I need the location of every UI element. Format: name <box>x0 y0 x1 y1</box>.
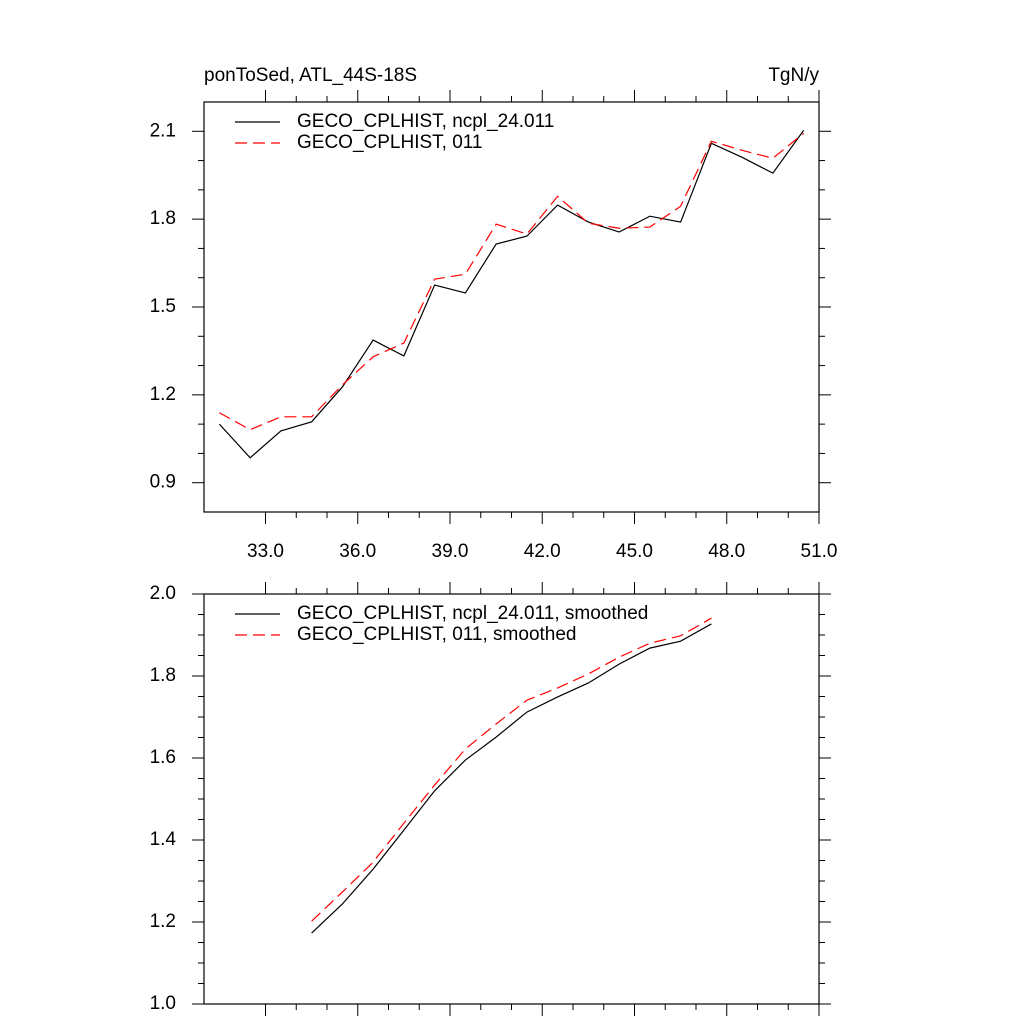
y-tick-label: 1.8 <box>150 208 176 229</box>
legend-label: GECO_CPLHIST, 011 <box>297 132 483 153</box>
x-tick-label: 45.0 <box>616 541 653 562</box>
series-line <box>311 623 712 934</box>
y-tick-label: 1.6 <box>150 747 176 768</box>
x-tick-label: 48.0 <box>708 541 745 562</box>
chart-title: ponToSed, ATL_44S-18S <box>204 65 417 86</box>
series-line <box>219 132 805 431</box>
series-line <box>218 130 805 459</box>
x-tick-label: 39.0 <box>432 541 469 562</box>
x-tick-label: 36.0 <box>339 541 376 562</box>
legend-label: GECO_CPLHIST, 011, smoothed <box>297 624 577 645</box>
y-tick-label: 1.5 <box>150 296 176 317</box>
y-tick-label: 1.2 <box>150 911 176 932</box>
y-tick-label: 1.2 <box>150 384 176 405</box>
x-tick-label: 33.0 <box>247 541 284 562</box>
series-line <box>311 617 712 922</box>
units-label: TgN/y <box>768 65 819 86</box>
x-tick-label: 51.0 <box>801 541 838 562</box>
plot-frame <box>203 101 820 513</box>
plot-frame <box>203 593 820 1005</box>
y-tick-label: 2.0 <box>150 583 176 604</box>
y-tick-label: 1.4 <box>150 829 177 850</box>
legend-label: GECO_CPLHIST, ncpl_24.011 <box>297 111 554 132</box>
y-tick-label: 1.0 <box>150 993 176 1014</box>
x-tick-label: 42.0 <box>524 541 561 562</box>
legend-label: GECO_CPLHIST, ncpl_24.011, smoothed <box>297 603 648 624</box>
y-tick-label: 0.9 <box>150 472 176 493</box>
y-tick-label: 2.1 <box>150 120 176 141</box>
y-tick-label: 1.8 <box>150 665 176 686</box>
